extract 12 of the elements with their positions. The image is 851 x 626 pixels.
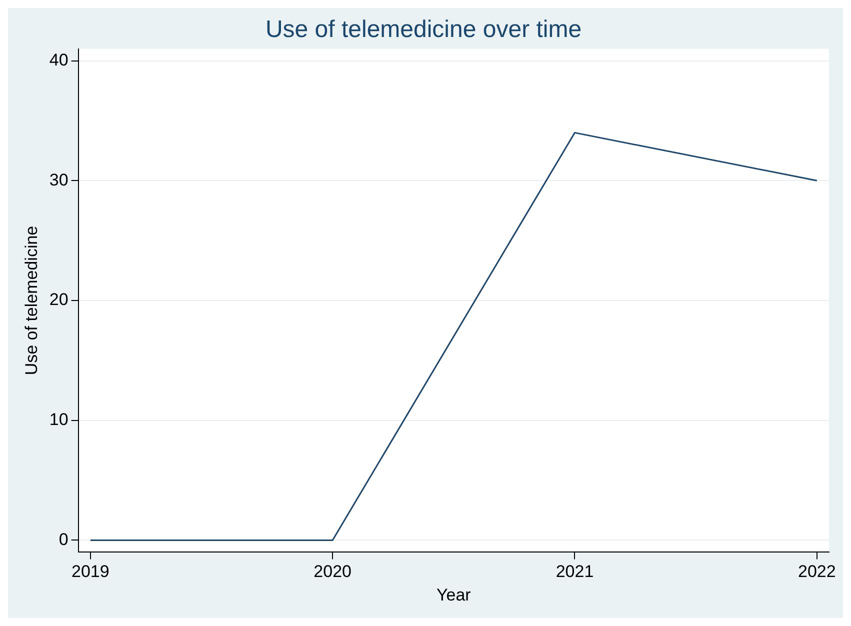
- x-tick-label: 2019: [72, 562, 110, 582]
- y-axis-title: Use of telemedicine: [22, 226, 41, 376]
- x-tick-label: 2022: [798, 562, 836, 582]
- x-tick-label: 2021: [556, 562, 594, 582]
- y-tick-label: 0: [58, 530, 68, 549]
- chart-title: Use of telemedicine over time: [265, 16, 582, 44]
- y-tick-label: 20: [49, 290, 68, 310]
- y-tick-label: 10: [49, 410, 68, 430]
- x-axis-title: Year: [436, 585, 472, 604]
- x-tick-label: 2020: [314, 562, 352, 582]
- y-tick-label: 30: [49, 170, 68, 190]
- y-tick-label: 40: [49, 50, 68, 70]
